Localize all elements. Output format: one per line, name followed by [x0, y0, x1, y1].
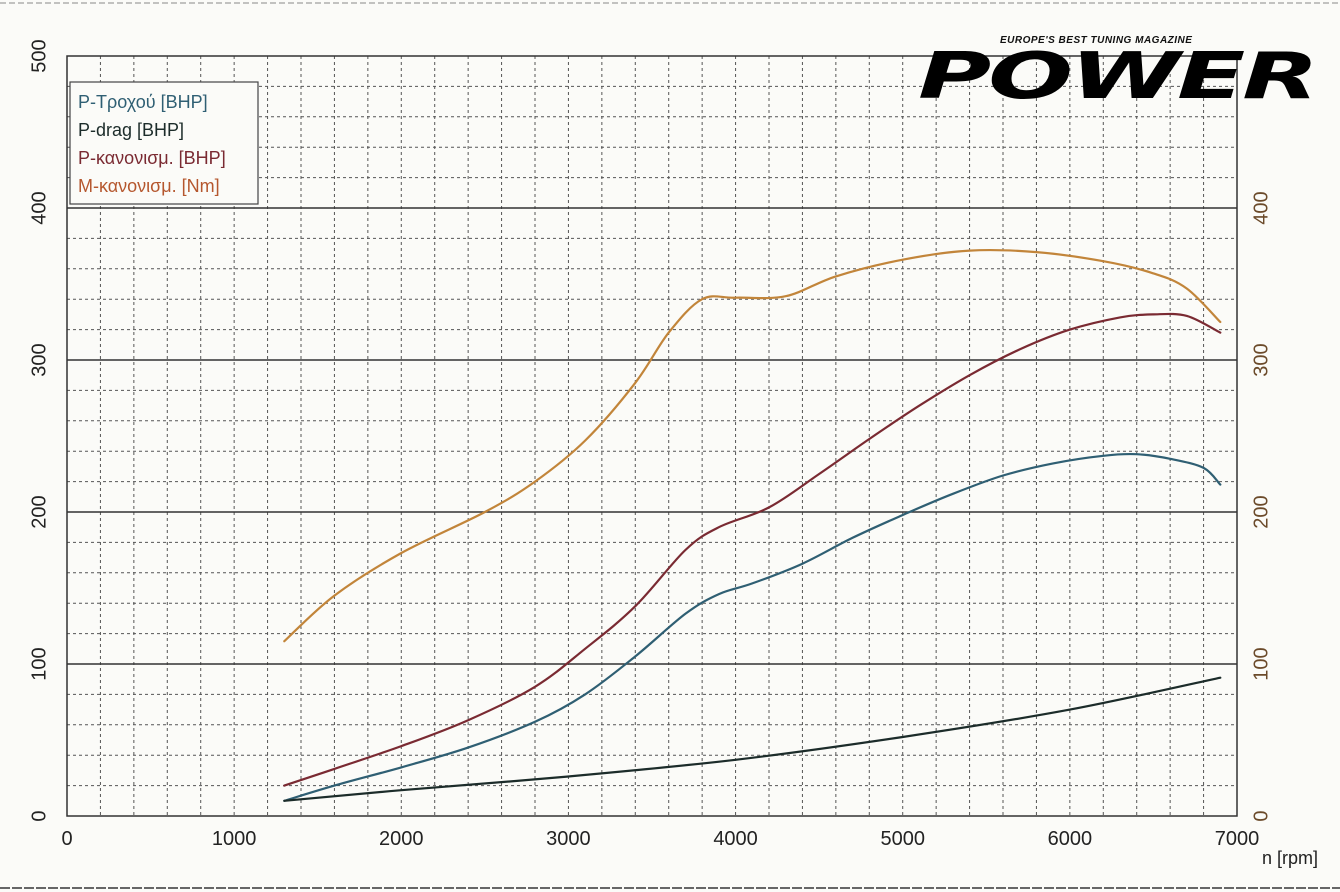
x-tick-label: 2000: [379, 828, 424, 850]
y-axis-left: 0 100 200 300 400 500: [28, 39, 50, 821]
legend-entry-wheel-power: P-Τροχού [BHP]: [78, 92, 208, 112]
y2-tick-label: 100: [1250, 647, 1272, 680]
y-tick-label: 400: [28, 191, 50, 224]
legend-entry-normalized-torque: M-κανονισμ. [Nm]: [78, 176, 220, 196]
y2-tick-label: 200: [1250, 495, 1272, 528]
x-tick-label: 5000: [880, 828, 925, 850]
plot-frame: [66, 55, 1238, 817]
legend-box: [69, 81, 259, 205]
legend-entry-drag-power: P-drag [BHP]: [78, 120, 184, 140]
x-axis: 0 1000 2000 3000 4000 5000 6000 7000: [61, 828, 1259, 850]
x-axis-label: n [rpm]: [1262, 848, 1318, 868]
x-tick-label: 3000: [546, 828, 591, 850]
y-tick-label: 100: [28, 647, 50, 680]
power-magazine-logo: EUROPE'S BEST TUNING MAGAZINE POWER: [918, 35, 1318, 114]
x-tick-label: 0: [61, 828, 72, 850]
logo-tagline: EUROPE'S BEST TUNING MAGAZINE: [1000, 35, 1192, 46]
logo-wordmark: POWER: [918, 40, 1316, 114]
x-tick-label: 6000: [1048, 828, 1093, 850]
y2-tick-label: 300: [1250, 343, 1272, 376]
y-tick-label: 300: [28, 343, 50, 376]
legend: P-Τροχού [BHP] P-drag [BHP] P-κανονισμ. …: [69, 81, 259, 205]
y2-tick-label: 400: [1250, 191, 1272, 224]
x-tick-label: 1000: [212, 828, 257, 850]
major-grid: [67, 207, 1237, 665]
series-line-0: [283, 452, 1222, 802]
series-line-1: [283, 676, 1222, 802]
x-tick-label: 4000: [713, 828, 758, 850]
y-tick-label: 200: [28, 495, 50, 528]
series-line-2: [283, 312, 1222, 787]
y2-tick-label: 0: [1250, 810, 1272, 821]
y-axis-right: 0 100 200 300 400: [1250, 191, 1272, 821]
y-tick-label: 0: [28, 810, 50, 821]
x-tick-label: 7000: [1215, 828, 1260, 850]
legend-entry-normalized-power: P-κανονισμ. [BHP]: [78, 148, 226, 168]
series-line-3: [283, 248, 1222, 643]
series-layer: [283, 248, 1222, 802]
y-tick-label: 500: [28, 39, 50, 72]
